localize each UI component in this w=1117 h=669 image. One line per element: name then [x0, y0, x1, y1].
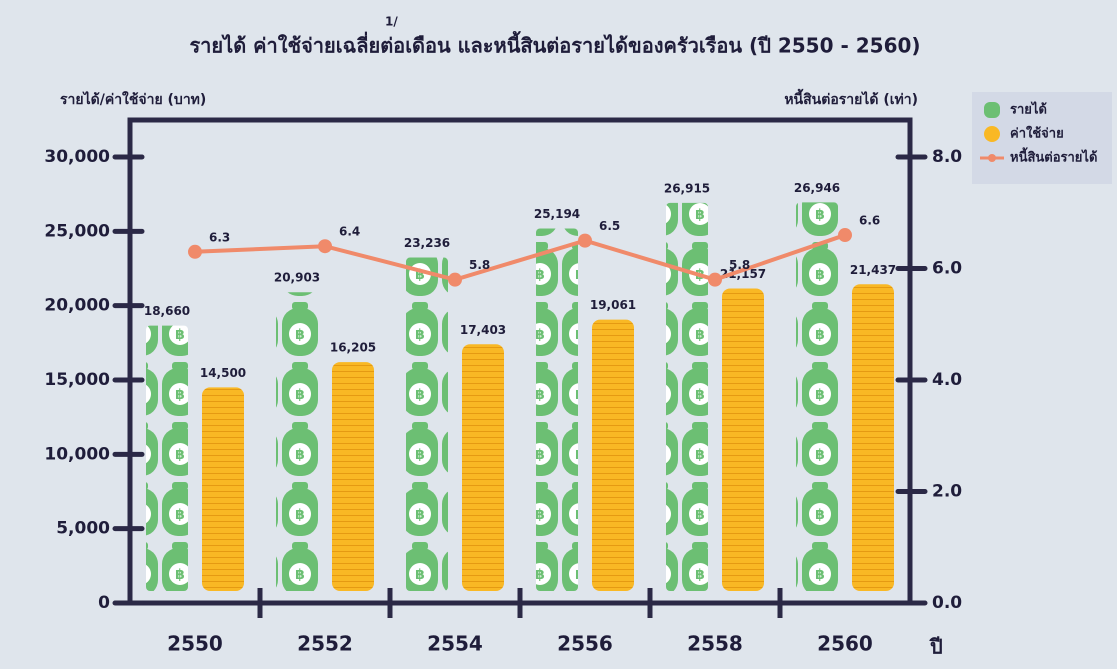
value-label: 5.8 — [469, 258, 490, 272]
line-point — [188, 244, 202, 259]
bar — [462, 344, 504, 591]
bar — [202, 387, 244, 591]
legend-swatch — [984, 126, 1000, 142]
value-label: 25,194 — [534, 207, 580, 221]
line-point — [708, 272, 722, 287]
x-tick-label: 2556 — [557, 632, 613, 656]
value-label: 6.5 — [599, 219, 620, 233]
value-label: 20,903 — [274, 271, 320, 285]
y2-tick-label: 8.0 — [932, 147, 962, 167]
x-tick-label: 2552 — [297, 632, 353, 656]
bar — [852, 284, 894, 591]
bar — [146, 325, 188, 591]
value-label: 19,061 — [590, 298, 636, 312]
bar — [592, 319, 634, 591]
x-tick-label: 2554 — [427, 632, 483, 656]
value-label: 14,500 — [200, 366, 246, 380]
y2-tick-label: 0.0 — [932, 593, 962, 613]
y-axis-label: รายได้/ค่าใช้จ่าย (บาท) — [60, 90, 206, 108]
value-label: 23,236 — [404, 236, 450, 250]
value-label: 6.4 — [339, 225, 360, 239]
y-tick-label: 25,000 — [44, 221, 110, 241]
value-label: 21,157 — [720, 267, 766, 281]
y-tick-label: 30,000 — [44, 147, 110, 167]
bar — [332, 362, 374, 591]
bar — [276, 292, 318, 591]
legend-label: รายได้ — [1010, 101, 1047, 118]
legend-label: หนี้สินต่อรายได้ — [1010, 147, 1097, 166]
bar — [722, 288, 764, 591]
value-label: 26,946 — [794, 181, 840, 195]
y2-tick-label: 4.0 — [932, 370, 962, 390]
value-label: 21,437 — [850, 263, 896, 277]
value-label: 26,915 — [664, 181, 710, 195]
value-label: 5.8 — [729, 258, 750, 272]
x-tick-label: 2558 — [687, 632, 743, 656]
bar — [536, 228, 578, 591]
y-tick-label: 20,000 — [44, 296, 110, 316]
legend-swatch — [988, 154, 996, 162]
y2-tick-label: 6.0 — [932, 259, 962, 279]
bar — [406, 257, 448, 591]
legend-label: ค่าใช้จ่าย — [1010, 125, 1064, 142]
bar — [796, 202, 838, 591]
x-tick-label: 2550 — [167, 632, 223, 656]
value-label: 16,205 — [330, 341, 376, 355]
bar — [666, 202, 708, 592]
y2-tick-label: 2.0 — [932, 482, 962, 502]
line-point — [838, 228, 852, 243]
line-point — [448, 272, 462, 287]
line-point — [578, 233, 592, 248]
value-label: 17,403 — [460, 323, 506, 337]
value-label: 6.3 — [209, 230, 230, 244]
x-axis-label: ปี — [929, 635, 943, 659]
y-tick-label: 10,000 — [44, 444, 110, 464]
y-tick-label: 5,000 — [56, 519, 110, 539]
chart-title: รายได้ ค่าใช้จ่ายเฉลี่ยต่อเดือน และหนี้ส… — [189, 31, 920, 58]
y2-axis-label: หนี้สินต่อรายได้ (เท่า) — [784, 88, 918, 108]
value-label: 6.6 — [859, 214, 880, 228]
x-tick-label: 2560 — [817, 632, 873, 656]
title-note: 1/ — [385, 15, 398, 29]
line — [194, 233, 846, 282]
legend-swatch — [984, 102, 1000, 118]
y-tick-label: 15,000 — [44, 370, 110, 390]
y-tick-label: 0 — [98, 593, 110, 613]
value-label: 18,660 — [144, 304, 190, 318]
line-point — [318, 239, 332, 254]
